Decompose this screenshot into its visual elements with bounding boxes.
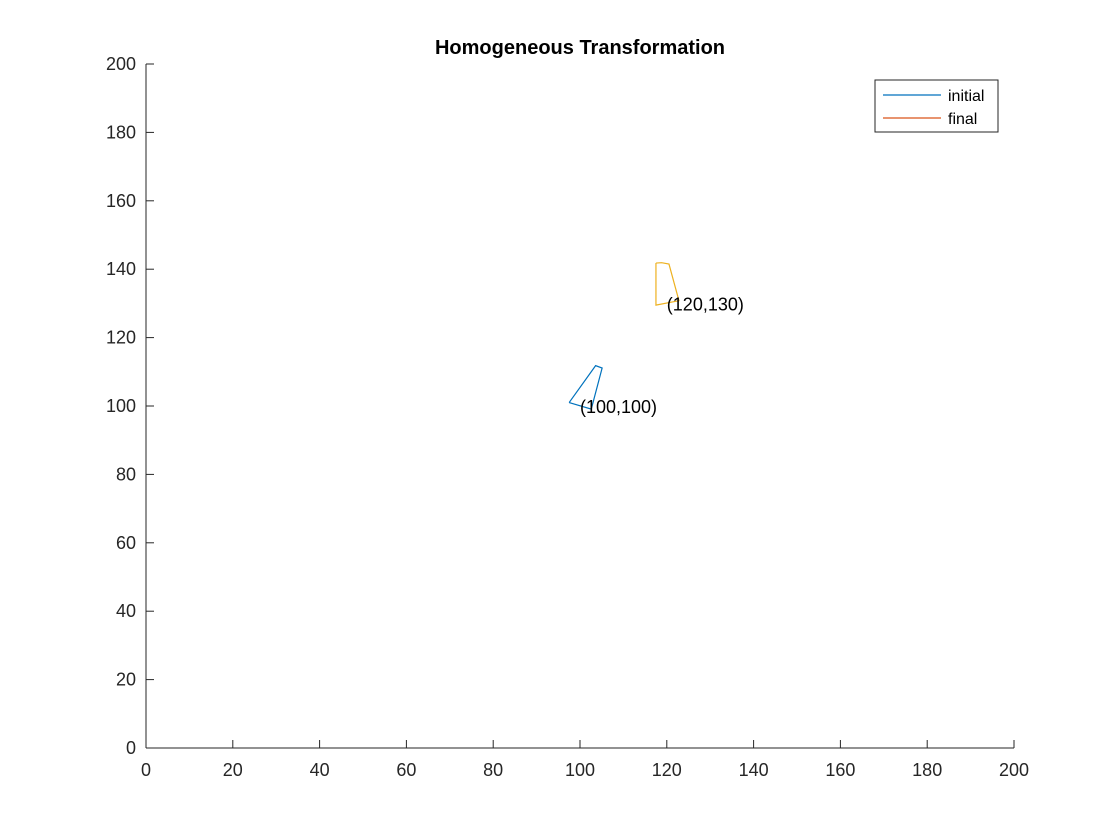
legend-box [874,79,999,133]
series-line-shape-2 [655,262,680,306]
x-tick-label: 200 [999,760,1029,780]
y-tick-label: 120 [106,328,136,348]
point-annotation: (120,130) [667,294,744,314]
y-tick-label: 20 [116,670,136,690]
y-tick-label: 60 [116,533,136,553]
series-line-initial [568,364,603,410]
y-tick-label: 200 [106,54,136,74]
legend[interactable]: initial final [874,79,999,133]
y-tick-label: 80 [116,464,136,484]
y-tick-label: 0 [126,738,136,758]
x-tick-label: 160 [825,760,855,780]
x-tick-label: 100 [565,760,595,780]
legend-label-final: final [948,111,977,128]
x-tick-label: 80 [483,760,503,780]
y-tick-label: 160 [106,191,136,211]
annotations: (100,100) (120,130) [580,294,744,417]
point-annotation: (100,100) [580,397,657,417]
x-tick-label: 120 [652,760,682,780]
y-tick-label: 180 [106,122,136,142]
x-tick-label: 180 [912,760,942,780]
x-tick-label: 0 [141,760,151,780]
x-tick-label: 60 [396,760,416,780]
y-tick-label: 140 [106,259,136,279]
y-tick-label: 40 [116,601,136,621]
legend-label-initial: initial [948,88,984,105]
x-tick-label: 40 [310,760,330,780]
x-tick-label: 140 [739,760,769,780]
chart-title: Homogeneous Transformation [435,37,725,59]
plot-series [568,262,680,410]
y-tick-label: 100 [106,396,136,416]
x-tick-label: 20 [223,760,243,780]
axes: 0 20 40 60 80 100 120 140 160 180 200 0 20 40 60 80 100 1… [106,54,1029,780]
